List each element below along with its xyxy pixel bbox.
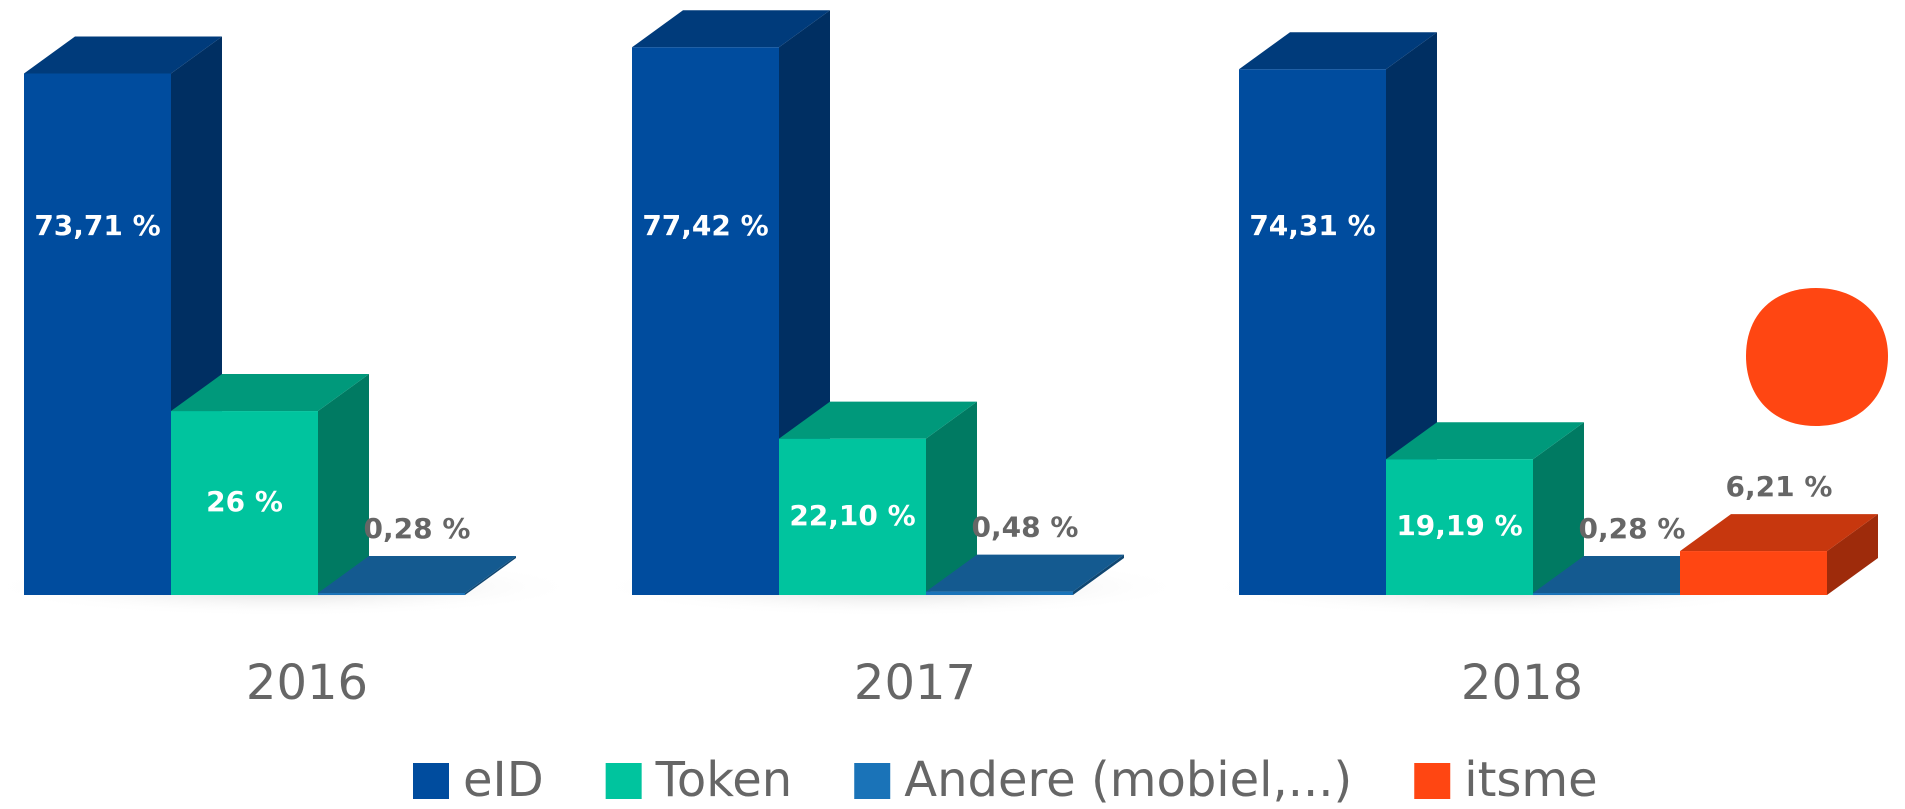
bar-side — [926, 401, 977, 595]
value-label: 74,31 % — [1249, 209, 1375, 242]
legend-swatch — [413, 763, 449, 799]
value-label: 0,28 % — [1579, 512, 1686, 545]
logo-shape — [1746, 288, 1888, 426]
bar-front — [1239, 69, 1386, 595]
itsme-logo — [1746, 288, 1888, 426]
bar — [1680, 514, 1878, 595]
value-label: 73,71 % — [34, 209, 160, 242]
legend-label: itsme — [1464, 752, 1597, 808]
value-label: 0,48 % — [972, 511, 1079, 544]
bar-top — [1680, 514, 1878, 552]
x-tick-label: 2016 — [246, 655, 368, 711]
bar — [779, 401, 977, 595]
bar — [171, 374, 369, 595]
value-label: 22,10 % — [789, 499, 915, 532]
bar-front — [632, 47, 779, 596]
bar — [318, 556, 516, 596]
value-label: 26 % — [206, 485, 283, 518]
bar — [926, 554, 1124, 595]
x-tick-label: 2018 — [1461, 655, 1583, 711]
legend-swatch — [1414, 763, 1451, 799]
bar-top — [926, 554, 1124, 592]
bar-top — [171, 374, 369, 412]
bar-top — [632, 10, 830, 48]
bar-top — [1239, 32, 1437, 70]
bar-top — [24, 36, 222, 74]
value-label: 6,21 % — [1726, 470, 1833, 503]
bar-front — [318, 593, 465, 596]
bar-top — [1386, 422, 1584, 460]
bar-side — [465, 556, 516, 595]
bar-side — [1827, 514, 1878, 595]
legend-swatch — [605, 763, 642, 799]
bar-front — [1386, 459, 1533, 595]
bar-front — [24, 73, 171, 595]
legend-label: Token — [655, 752, 793, 808]
bar-side — [318, 374, 369, 595]
legend-label: eID — [463, 752, 544, 808]
legend-label: Andere (mobiel,...) — [904, 752, 1352, 808]
x-tick-label: 2017 — [854, 655, 976, 711]
bar-top — [779, 401, 977, 439]
legend-swatch — [854, 763, 891, 799]
bar-front — [171, 411, 318, 595]
value-label: 77,42 % — [642, 209, 768, 242]
bar-front — [1533, 593, 1680, 596]
bar-front — [779, 438, 926, 595]
bar-side — [1533, 422, 1584, 595]
bar-side — [1073, 554, 1124, 595]
bar-top — [318, 556, 516, 594]
value-label: 0,28 % — [364, 512, 471, 545]
bar — [1386, 422, 1584, 595]
bar-front — [926, 591, 1073, 595]
bar-front — [1680, 551, 1827, 595]
value-label: 19,19 % — [1396, 509, 1522, 542]
